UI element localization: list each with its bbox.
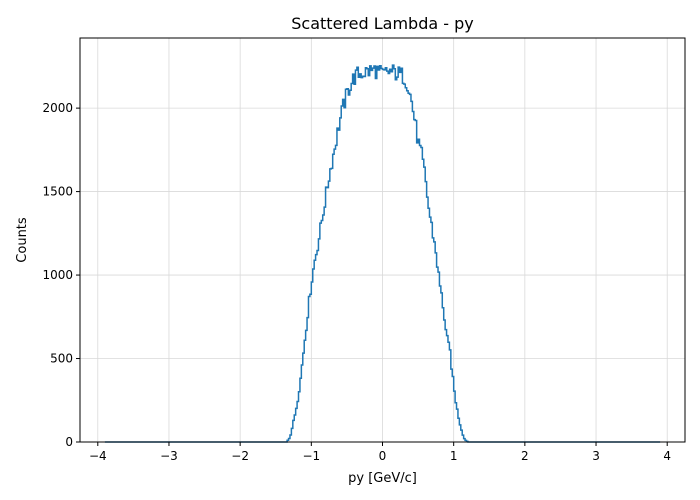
y-tick-label: 500	[50, 352, 73, 366]
x-axis-ticks: −4 −3 −2 −1 0 1 2 3 4	[89, 442, 671, 463]
y-axis-ticks: 0 500 1000 1500 2000	[42, 101, 80, 449]
y-tick-label: 0	[65, 435, 73, 449]
x-tick-label: −3	[160, 449, 178, 463]
x-tick-label: −1	[302, 449, 320, 463]
y-axis-label: Counts	[15, 217, 30, 263]
x-tick-label: 2	[521, 449, 529, 463]
y-tick-label: 1500	[42, 185, 73, 199]
y-tick-label: 1000	[42, 268, 73, 282]
x-tick-label: 4	[663, 449, 671, 463]
y-tick-label: 2000	[42, 101, 73, 115]
x-tick-label: 0	[379, 449, 387, 463]
x-tick-label: −4	[89, 449, 107, 463]
x-axis-label: py [GeV/c]	[348, 471, 417, 486]
x-tick-label: −2	[231, 449, 249, 463]
chart-title: Scattered Lambda - py	[291, 14, 473, 33]
grid-layer	[80, 38, 685, 443]
x-tick-label: 3	[592, 449, 600, 463]
x-tick-label: 1	[450, 449, 458, 463]
